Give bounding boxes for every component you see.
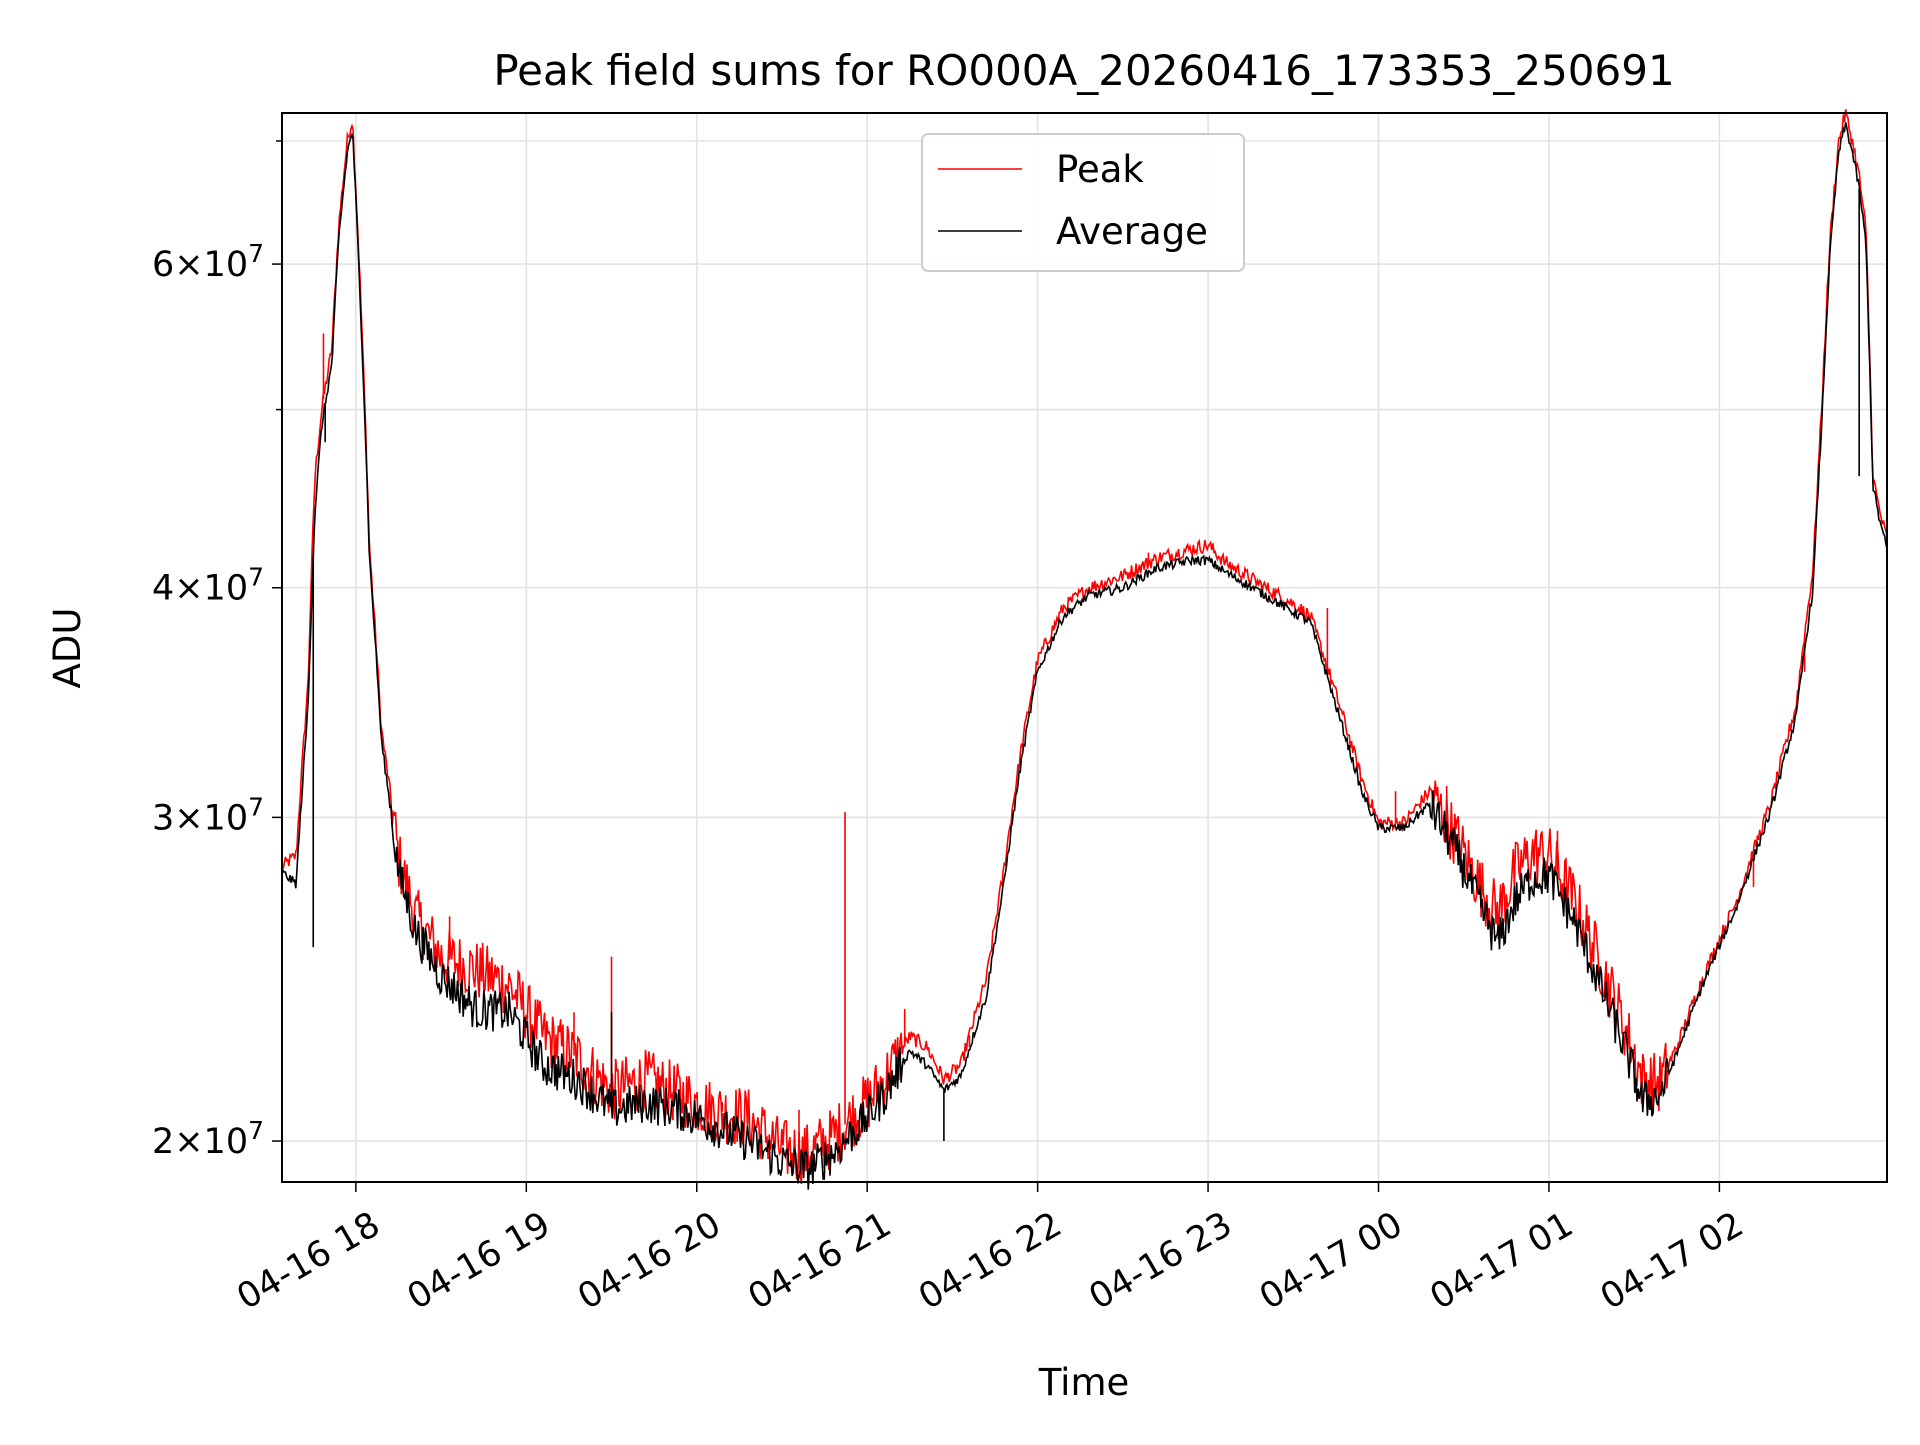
y-tick-label: 3×107 — [152, 792, 264, 838]
y-tick-label: 6×107 — [152, 239, 264, 285]
plot-frame — [281, 112, 1888, 1183]
series-layer — [281, 109, 1888, 1190]
y-tick-label: 4×107 — [152, 563, 264, 609]
series-average-line — [281, 122, 1888, 1190]
y-tick-label: 2×107 — [152, 1116, 264, 1162]
x-axis-label: Time — [1038, 1361, 1130, 1404]
legend-average-label: Average — [1056, 210, 1208, 253]
chart-title: Peak field sums for RO000A_20260416_1733… — [493, 46, 1674, 95]
y-axis-label: ADU — [46, 608, 89, 689]
legend-peak-label: Peak — [1056, 148, 1144, 191]
legend: Peak Average — [921, 133, 1245, 272]
y-axis: 2×107 3×107 4×107 6×107 — [152, 140, 282, 1162]
